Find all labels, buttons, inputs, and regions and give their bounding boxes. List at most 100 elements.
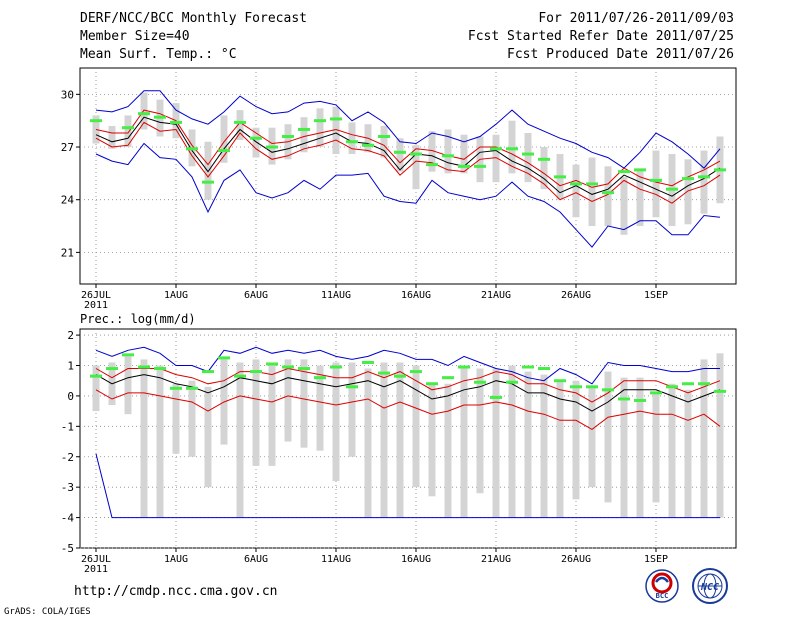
observed-marker xyxy=(698,175,710,179)
ncc-logo-label: NCC xyxy=(700,582,719,593)
ensemble-box xyxy=(172,383,180,454)
x-tick-label: 26JUL xyxy=(81,290,111,301)
observed-marker xyxy=(266,145,278,149)
observed-marker xyxy=(90,374,102,378)
y-tick-label: 30 xyxy=(61,88,74,101)
observed-marker xyxy=(442,154,454,158)
min-line xyxy=(95,142,721,248)
ensemble-box xyxy=(204,386,212,488)
ensemble-box xyxy=(652,150,660,218)
observed-marker xyxy=(554,175,566,179)
y-tick-label: -4 xyxy=(61,512,75,525)
ensemble-box xyxy=(348,122,356,155)
x-tick-label: 6AUG xyxy=(244,290,268,301)
ensemble-box xyxy=(620,176,628,235)
observed-marker xyxy=(122,353,134,357)
ensemble-box xyxy=(508,365,516,518)
footer-url[interactable]: http://cmdp.ncc.cma.gov.cn xyxy=(74,584,278,599)
ensemble-box xyxy=(428,383,436,497)
ensemble-box xyxy=(572,380,580,500)
ensemble-box xyxy=(316,365,324,451)
observed-marker xyxy=(602,388,614,392)
x-tick-label: 21AUG xyxy=(481,290,511,301)
observed-marker xyxy=(570,385,582,389)
observed-marker xyxy=(170,386,182,390)
observed-marker xyxy=(282,134,294,138)
observed-marker xyxy=(650,391,662,395)
observed-marker xyxy=(698,382,710,386)
ensemble-box xyxy=(332,106,340,155)
ensemble-box xyxy=(156,365,164,518)
observed-marker xyxy=(362,360,374,364)
ensemble-box xyxy=(588,386,596,488)
observed-marker xyxy=(554,379,566,383)
observed-marker xyxy=(394,374,406,378)
ensemble-box xyxy=(92,115,100,144)
observed-marker xyxy=(458,164,470,168)
grads-credit: GrADS: COLA/IGES xyxy=(4,607,91,617)
ensemble-box xyxy=(620,377,628,518)
observed-marker xyxy=(474,380,486,384)
mean-plus-line xyxy=(95,367,721,403)
observed-marker xyxy=(666,187,678,191)
mean-minus-line xyxy=(95,121,721,204)
observed-marker xyxy=(506,147,518,151)
bcc-logo: BCC xyxy=(645,569,679,603)
x-tick-label: 1SEP xyxy=(644,290,668,301)
x-tick-label: 16AUG xyxy=(401,290,431,301)
observed-marker xyxy=(682,382,694,386)
ensemble-box xyxy=(524,132,532,183)
ensemble-box xyxy=(364,368,372,518)
x-tick-label: 11AUG xyxy=(321,554,351,565)
observed-marker xyxy=(154,367,166,371)
ensemble-box xyxy=(636,169,644,227)
ensemble-mean-line xyxy=(95,374,721,412)
observed-marker xyxy=(650,178,662,182)
precip-panel-title: Prec.: log(mm/d) xyxy=(80,312,196,326)
y-tick-label: 2 xyxy=(67,329,74,342)
variable-label: Mean Surf. Temp.: °C xyxy=(80,47,237,62)
x-tick-label: 26AUG xyxy=(561,554,591,565)
y-tick-label: -3 xyxy=(61,481,74,494)
ensemble-box xyxy=(124,115,132,148)
max-line xyxy=(95,346,720,385)
ensemble-box xyxy=(428,131,436,172)
observed-marker xyxy=(314,376,326,380)
ensemble-box xyxy=(492,368,500,518)
observed-marker xyxy=(266,362,278,366)
observed-marker xyxy=(186,386,198,390)
observed-marker xyxy=(330,117,342,121)
ensemble-box xyxy=(636,377,644,518)
observed-marker xyxy=(330,365,342,369)
panel-frame xyxy=(79,67,737,285)
observed-marker xyxy=(234,374,246,378)
ensemble-box xyxy=(300,117,308,153)
observed-marker xyxy=(522,152,534,156)
observed-marker xyxy=(538,367,550,371)
ensemble-box xyxy=(476,368,484,494)
observed-marker xyxy=(138,365,150,369)
y-tick-label: 24 xyxy=(61,194,75,207)
ensemble-box xyxy=(412,145,420,190)
mean-plus-line xyxy=(95,109,721,188)
observed-marker xyxy=(234,120,246,124)
ensemble-box xyxy=(300,359,308,448)
observed-marker xyxy=(586,182,598,186)
ensemble-box xyxy=(332,362,340,482)
ensemble-box xyxy=(236,110,244,140)
observed-marker xyxy=(298,367,310,371)
observed-marker xyxy=(218,356,230,360)
x-tick-label: 26JUL xyxy=(81,554,111,565)
observed-marker xyxy=(570,182,582,186)
ensemble-box xyxy=(524,371,532,518)
ensemble-box xyxy=(492,134,500,183)
observed-marker xyxy=(538,157,550,161)
forecast-produced-date: Fcst Produced Date 2011/07/26 xyxy=(507,47,734,62)
y-tick-label: 1 xyxy=(67,360,74,373)
ensemble-mean-line xyxy=(95,116,721,197)
ensemble-box xyxy=(652,392,660,503)
observed-marker xyxy=(618,397,630,401)
observed-marker xyxy=(426,382,438,386)
ensemble-box xyxy=(348,362,356,457)
